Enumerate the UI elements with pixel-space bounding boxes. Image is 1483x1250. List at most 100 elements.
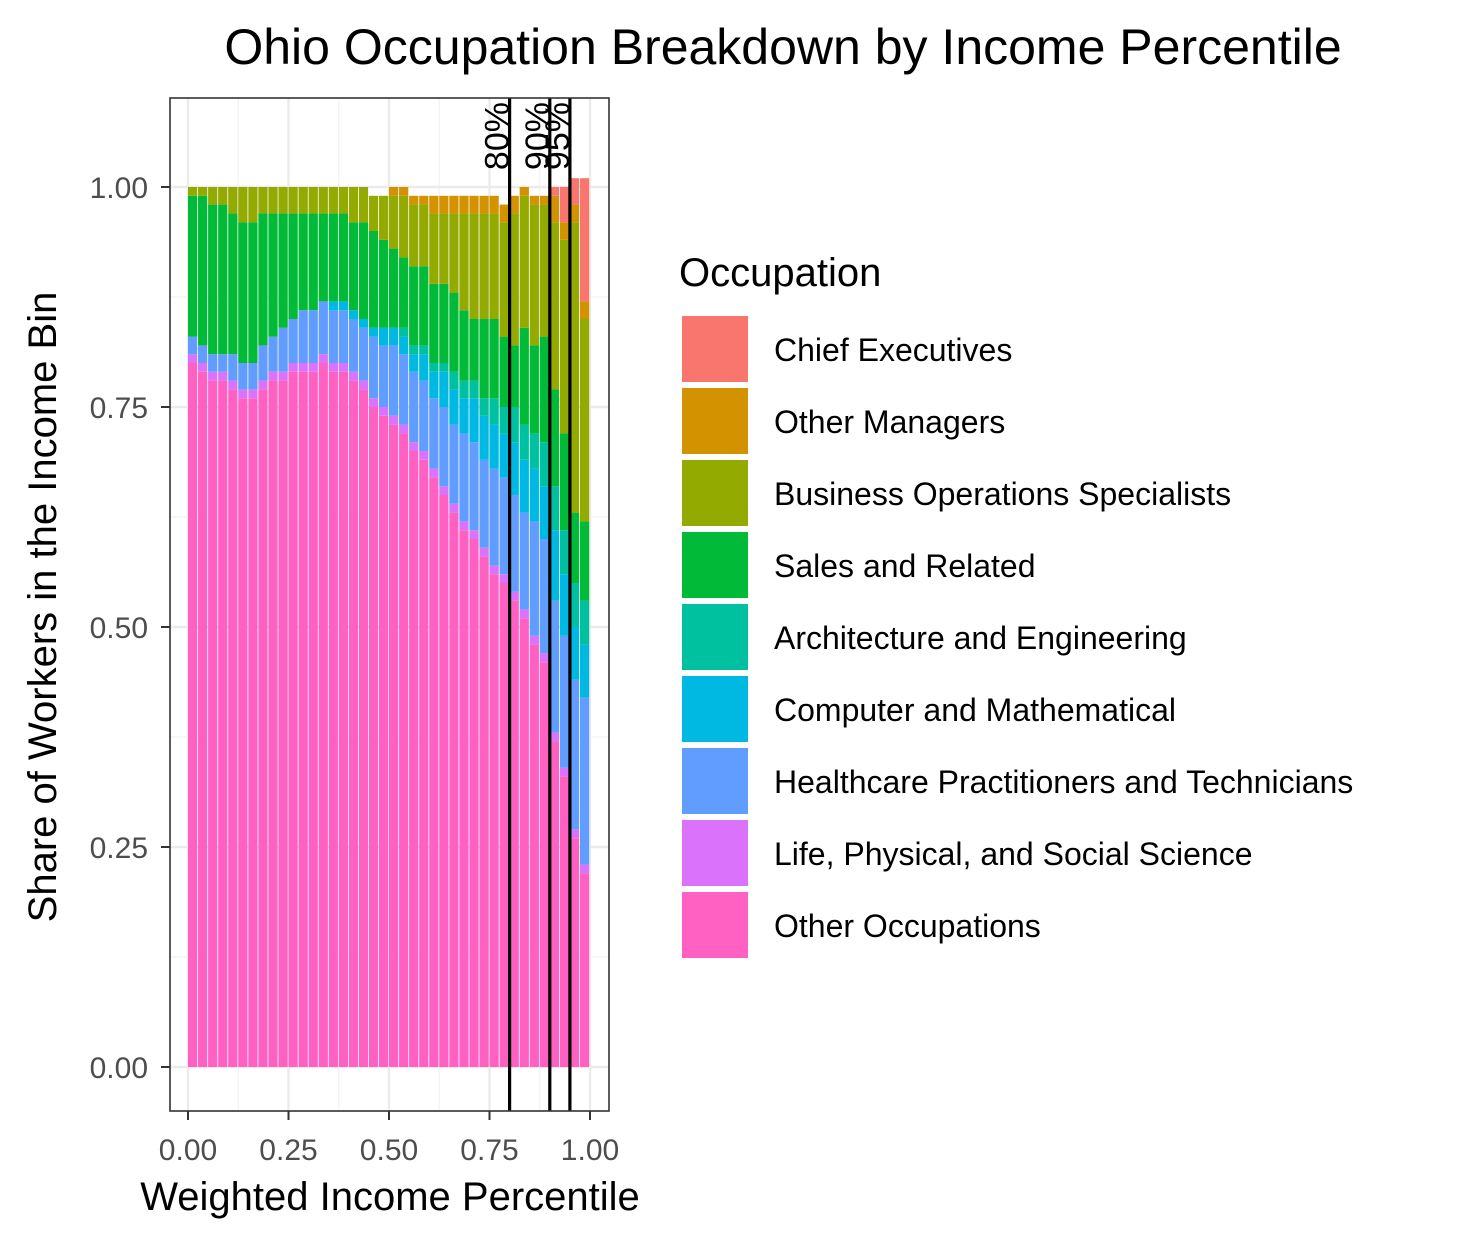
bar-segment: [479, 213, 489, 319]
bar-segment: [489, 468, 499, 566]
bar-segment: [509, 345, 519, 407]
legend-label: Business Operations Specialists: [774, 476, 1231, 512]
x-tick-label: 0.00: [159, 1134, 217, 1167]
y-tick-label: 0.00: [90, 1052, 148, 1085]
legend-label: Chief Executives: [774, 332, 1012, 368]
bar-segment: [419, 451, 429, 460]
bar-segment: [449, 389, 459, 425]
bar-segment: [569, 178, 580, 205]
bar-segment: [308, 187, 318, 214]
bar-segment: [559, 239, 570, 434]
bar-segment: [499, 336, 509, 407]
bar-segment: [509, 213, 519, 346]
bar-segment: [358, 187, 369, 223]
bar-segment: [218, 371, 228, 381]
bar-segment: [358, 327, 369, 381]
bar-segment: [459, 213, 469, 311]
bar-segment: [328, 187, 338, 214]
bar-segment: [298, 371, 308, 1067]
bar-segment: [348, 319, 359, 372]
bar-segment: [539, 653, 549, 663]
bar-segment: [419, 459, 429, 1067]
bar-segment: [459, 530, 469, 1067]
bar-segment: [288, 213, 298, 319]
bar-segment: [288, 187, 298, 214]
bar-segment: [258, 187, 268, 214]
bar-segment: [378, 345, 389, 407]
bar-segment: [539, 662, 549, 1067]
bar-segment: [368, 407, 379, 1067]
bar-segment: [509, 495, 519, 592]
bar-segment: [509, 407, 519, 443]
bar-segment: [228, 380, 238, 390]
bar-segment: [248, 187, 258, 223]
legend-swatch: [682, 388, 748, 454]
x-tick-label: 0.75: [460, 1134, 518, 1167]
bar-segment: [308, 213, 318, 311]
bar-segment: [549, 486, 560, 531]
bar-segment: [569, 204, 580, 223]
reference-line-label: 90%: [519, 102, 557, 170]
bar-segment: [238, 389, 248, 399]
bar-segment: [348, 371, 359, 381]
legend-label: Other Managers: [774, 404, 1005, 440]
bar-segment: [439, 407, 449, 487]
bar-segment: [258, 345, 268, 381]
bar-segment: [519, 512, 529, 610]
bar-segment: [389, 345, 399, 416]
bar-segment: [399, 187, 409, 196]
bar-segment: [499, 574, 509, 583]
bar-segment: [338, 310, 348, 363]
bar-segment: [328, 213, 338, 302]
bar-segment: [278, 187, 288, 214]
bar-segment: [248, 389, 258, 399]
bar-segment: [539, 336, 549, 443]
bar-segment: [569, 583, 580, 627]
bar-segment: [469, 213, 479, 319]
bar-segment: [459, 195, 469, 214]
bar-segment: [268, 187, 278, 214]
y-tick-label: 0.50: [90, 612, 148, 645]
bar-segment: [429, 213, 439, 284]
x-tick-label: 0.50: [360, 1134, 418, 1167]
bar-segment: [539, 442, 549, 487]
bar-segment: [519, 187, 529, 196]
legend-title: Occupation: [679, 251, 881, 295]
bar-segment: [258, 389, 268, 1067]
bar-segment: [278, 380, 288, 1068]
bar-segment: [439, 495, 449, 1067]
bar-segment: [419, 380, 429, 451]
bar-segment: [218, 380, 228, 1068]
bar-segment: [559, 635, 570, 768]
bar-segment: [399, 195, 409, 258]
bar-segment: [208, 354, 218, 372]
x-axis-title: Weighted Income Percentile: [140, 1175, 640, 1219]
legend-swatch: [682, 460, 748, 526]
bar-segment: [188, 354, 198, 363]
legend-swatch: [682, 532, 748, 598]
bar-segment: [268, 371, 278, 381]
bar-segment: [238, 363, 248, 390]
bar-segment: [238, 222, 248, 363]
bar-segment: [399, 424, 409, 434]
bar-segment: [389, 327, 399, 346]
bar-segment: [459, 398, 469, 434]
axes: 0.00 0.25 0.50 0.75 1.00 0.00 0.25 0.50 0.75 1.00: [90, 172, 620, 1167]
bar-segment: [419, 354, 429, 381]
bar-segment: [278, 213, 288, 328]
bar-segment: [419, 195, 429, 205]
bar-segment: [529, 204, 539, 346]
legend-swatch: [682, 820, 748, 886]
legend-swatch: [682, 892, 748, 958]
bar-segment: [318, 187, 328, 214]
bar-segment: [449, 371, 459, 390]
bar-segment: [288, 319, 298, 363]
bar-segment: [529, 521, 539, 636]
bar-segment: [358, 319, 369, 328]
bar-segment: [519, 459, 529, 513]
bar-segment: [569, 512, 580, 583]
bar-segment: [539, 486, 549, 539]
bar-segment: [559, 530, 570, 575]
bar-segment: [539, 195, 549, 205]
